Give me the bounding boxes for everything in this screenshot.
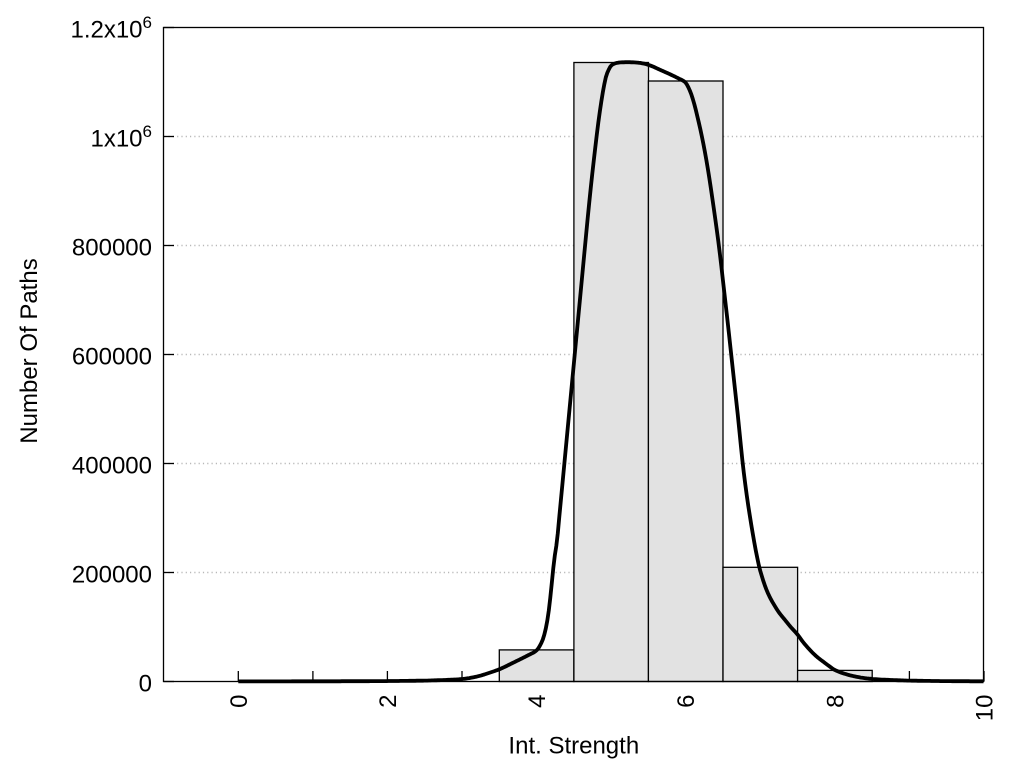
svg-text:Number Of Paths: Number Of Paths [16, 258, 43, 443]
svg-text:1x106: 1x106 [90, 122, 152, 153]
svg-text:0: 0 [139, 671, 152, 698]
svg-text:8: 8 [822, 695, 849, 708]
svg-text:800000: 800000 [72, 235, 152, 262]
svg-text:10: 10 [972, 695, 999, 722]
svg-text:Int. Strength: Int. Strength [508, 733, 639, 760]
svg-text:600000: 600000 [72, 344, 152, 371]
svg-text:200000: 200000 [72, 562, 152, 589]
svg-text:6: 6 [673, 695, 700, 708]
svg-text:1.2x106: 1.2x106 [70, 13, 152, 44]
svg-text:4: 4 [524, 695, 551, 708]
svg-text:2: 2 [375, 695, 402, 708]
svg-text:400000: 400000 [72, 453, 152, 480]
svg-text:0: 0 [226, 695, 253, 708]
